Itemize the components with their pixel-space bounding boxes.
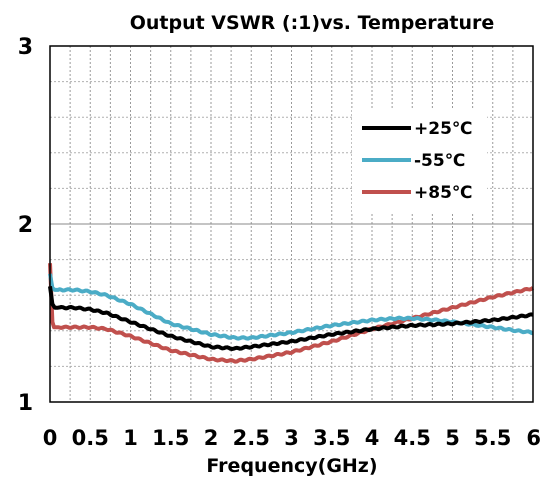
plot-frame xyxy=(49,45,534,403)
legend: +25℃ -55℃ +85℃ xyxy=(352,110,487,214)
x-tick-label: 2.5 xyxy=(233,426,270,450)
x-tick-label: 5 xyxy=(445,426,460,450)
legend-label: +85℃ xyxy=(414,183,473,203)
x-tick-label: 0 xyxy=(43,426,58,450)
x-axis: 0 0.5 1 1.5 2 2.5 3 3.5 4 4.5 5 5.5 6 xyxy=(43,426,541,450)
x-tick-label: 3.5 xyxy=(313,426,350,450)
y-tick-label: 1 xyxy=(18,391,33,416)
x-tick-label: 1 xyxy=(123,426,138,450)
chart-title: Output VSWR (:1)vs. Temperature xyxy=(130,12,495,34)
series-line xyxy=(48,286,534,352)
x-tick-label: 4 xyxy=(365,426,380,450)
x-tick-label: 1.5 xyxy=(152,426,189,450)
x-tick-label: 2 xyxy=(204,426,219,450)
x-tick-label: 4.5 xyxy=(394,426,431,450)
legend-label: +25℃ xyxy=(414,119,473,139)
x-tick-label: 6 xyxy=(526,426,541,450)
y-tick-label: 3 xyxy=(18,35,33,60)
x-tick-label: 0.5 xyxy=(72,426,109,450)
grid xyxy=(50,46,533,402)
y-axis: 1 2 3 xyxy=(18,35,33,416)
legend-label: -55℃ xyxy=(414,151,465,171)
series-line xyxy=(48,263,535,364)
y-tick-label: 2 xyxy=(18,213,33,238)
series-line xyxy=(48,273,534,341)
series-layer xyxy=(48,263,535,364)
x-tick-label: 5.5 xyxy=(474,426,511,450)
x-tick-label: 3 xyxy=(284,426,299,450)
x-axis-label: Frequency(GHz) xyxy=(206,455,377,477)
